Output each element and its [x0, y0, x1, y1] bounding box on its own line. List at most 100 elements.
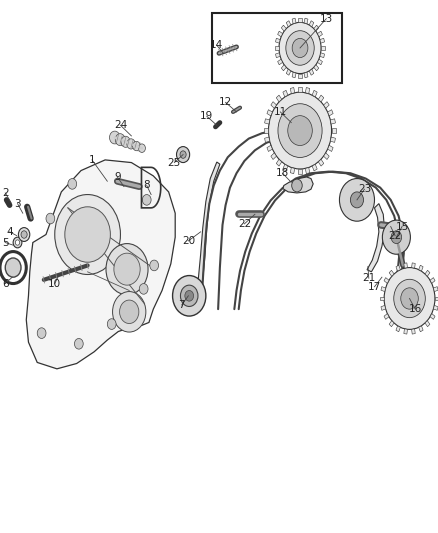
Polygon shape: [304, 18, 308, 24]
Text: 25: 25: [168, 158, 181, 167]
Circle shape: [21, 231, 27, 238]
Circle shape: [68, 179, 77, 189]
Circle shape: [74, 338, 83, 349]
Bar: [212, 13, 342, 83]
Circle shape: [138, 144, 145, 152]
Polygon shape: [389, 321, 394, 327]
Text: 20: 20: [182, 236, 195, 246]
Text: 18: 18: [276, 168, 289, 178]
Circle shape: [114, 253, 140, 285]
Polygon shape: [265, 137, 270, 142]
Polygon shape: [396, 265, 400, 271]
Text: 5: 5: [2, 238, 9, 247]
Polygon shape: [281, 25, 286, 31]
Circle shape: [127, 139, 135, 149]
Circle shape: [150, 260, 159, 271]
Circle shape: [382, 220, 410, 254]
Polygon shape: [283, 164, 288, 171]
Text: 24: 24: [114, 120, 127, 130]
Circle shape: [286, 31, 314, 65]
Circle shape: [391, 231, 402, 244]
Circle shape: [180, 151, 186, 158]
Polygon shape: [320, 53, 325, 58]
Polygon shape: [309, 69, 314, 75]
Polygon shape: [290, 87, 295, 94]
Polygon shape: [276, 159, 282, 166]
Text: 2: 2: [2, 188, 9, 198]
Polygon shape: [267, 110, 272, 116]
Text: 22: 22: [238, 219, 251, 229]
Text: 6: 6: [2, 279, 9, 288]
Polygon shape: [425, 321, 430, 327]
Circle shape: [120, 300, 139, 324]
Circle shape: [384, 268, 435, 329]
Circle shape: [278, 104, 322, 157]
Polygon shape: [281, 64, 286, 71]
Polygon shape: [384, 313, 389, 319]
Polygon shape: [298, 87, 302, 92]
Polygon shape: [419, 265, 423, 271]
Polygon shape: [384, 278, 389, 284]
Polygon shape: [278, 31, 283, 37]
Circle shape: [394, 279, 425, 318]
Text: 22: 22: [389, 231, 402, 240]
Text: 17: 17: [368, 282, 381, 292]
Circle shape: [13, 237, 22, 248]
Text: 7: 7: [178, 300, 185, 310]
Polygon shape: [430, 313, 435, 319]
Text: 23: 23: [358, 184, 371, 194]
Text: 14: 14: [210, 41, 223, 50]
Polygon shape: [292, 72, 296, 78]
Polygon shape: [265, 119, 270, 124]
Polygon shape: [271, 102, 276, 108]
Circle shape: [142, 195, 151, 205]
Polygon shape: [271, 153, 276, 159]
Polygon shape: [396, 326, 400, 332]
Circle shape: [65, 207, 110, 262]
Polygon shape: [381, 287, 385, 292]
Text: 9: 9: [114, 172, 121, 182]
Circle shape: [18, 228, 30, 241]
Polygon shape: [332, 128, 336, 133]
Polygon shape: [330, 119, 336, 124]
Polygon shape: [304, 72, 308, 78]
Polygon shape: [286, 69, 291, 75]
Polygon shape: [196, 162, 220, 312]
Polygon shape: [328, 110, 333, 116]
Polygon shape: [314, 64, 319, 71]
Polygon shape: [292, 18, 296, 24]
Circle shape: [288, 116, 312, 146]
Polygon shape: [324, 102, 329, 108]
Polygon shape: [276, 38, 280, 43]
Polygon shape: [264, 128, 268, 133]
Text: 21: 21: [362, 273, 375, 283]
Polygon shape: [298, 169, 302, 174]
Polygon shape: [389, 270, 394, 276]
Circle shape: [15, 240, 20, 245]
Polygon shape: [380, 296, 384, 300]
Circle shape: [180, 285, 198, 306]
Circle shape: [121, 136, 130, 147]
Circle shape: [5, 258, 21, 277]
Circle shape: [110, 131, 120, 144]
Polygon shape: [305, 87, 310, 94]
Text: 8: 8: [143, 181, 150, 190]
Polygon shape: [404, 329, 407, 334]
Circle shape: [177, 147, 190, 163]
Polygon shape: [312, 164, 317, 171]
Polygon shape: [286, 21, 291, 27]
Polygon shape: [314, 25, 319, 31]
Polygon shape: [412, 263, 415, 268]
Text: 11: 11: [274, 107, 287, 117]
Polygon shape: [318, 59, 322, 65]
Polygon shape: [276, 95, 282, 102]
Circle shape: [292, 38, 308, 58]
Text: 19: 19: [200, 111, 213, 121]
Polygon shape: [434, 305, 438, 310]
Polygon shape: [324, 153, 329, 159]
Circle shape: [279, 22, 321, 74]
Polygon shape: [419, 326, 423, 332]
Text: 3: 3: [14, 199, 21, 208]
Polygon shape: [309, 21, 314, 27]
Polygon shape: [267, 146, 272, 151]
